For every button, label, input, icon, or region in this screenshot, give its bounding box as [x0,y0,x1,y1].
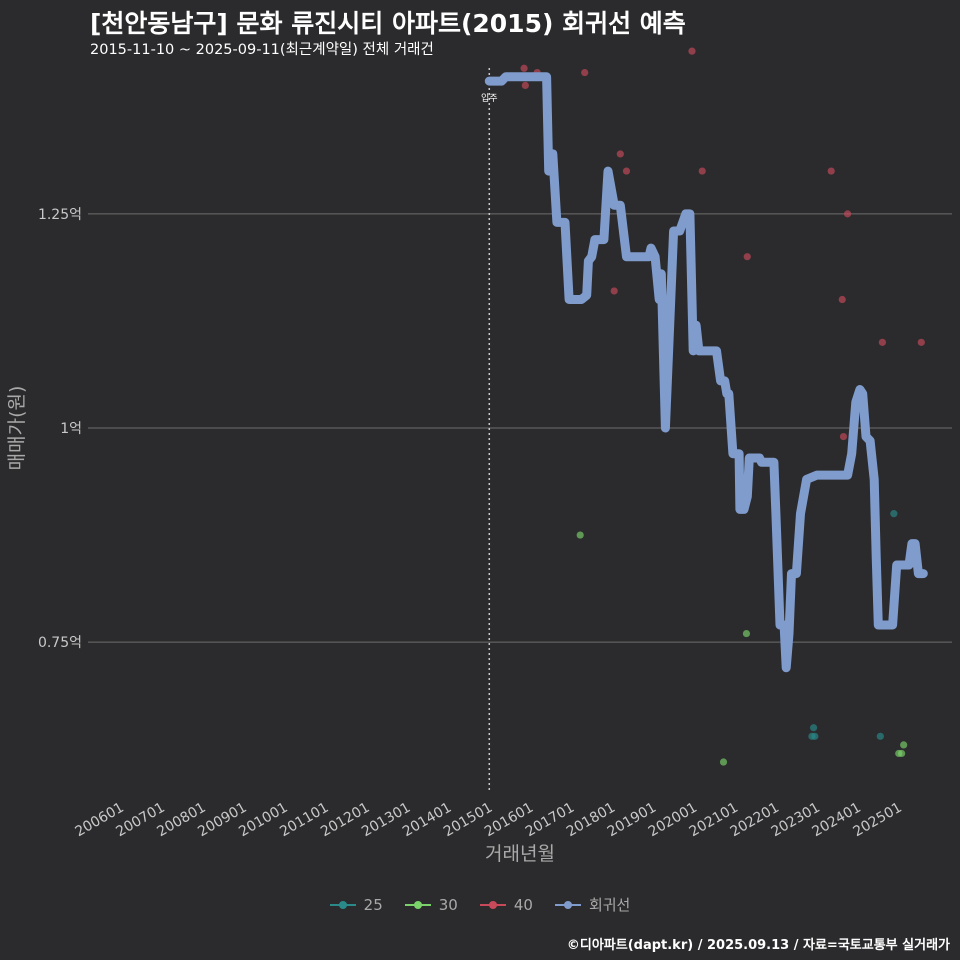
scatter-point-30 [898,749,906,758]
scatter-point-40 [917,338,925,346]
legend-item-regression: 회귀선 [554,894,631,915]
y-tick-label: 0.75억 [38,635,82,651]
y-tick-label: 1.25억 [38,207,82,223]
scatter-point-40 [688,47,696,55]
scatter-point-25 [876,732,884,740]
regression-line [484,72,928,673]
grid-lines [88,213,952,643]
scatter-point-30 [900,741,908,749]
scatter-points [520,47,925,766]
legend-label-40: 40 [513,895,533,914]
legend: 25 30 40 회귀선 [0,894,960,915]
scatter-point-40 [839,432,848,441]
scatter-point-40 [610,287,618,295]
scatter-point-25 [890,510,898,518]
scatter-point-30 [742,629,751,638]
scatter-point-40 [743,253,751,261]
y-tick-labels: 0.75억 1억 1.25억 [38,207,82,651]
legend-item-30: 30 [404,894,458,915]
x-axis-label: 거래년월 [485,843,555,865]
move-in-label: 입주 [481,92,498,104]
scatter-point-40 [616,150,624,158]
scatter-point-30 [719,758,728,766]
legend-key-30 [404,898,431,912]
scatter-point-40 [520,64,528,72]
legend-label-regression: 회귀선 [588,896,631,914]
scatter-point-40 [878,338,886,346]
scatter-point-40 [827,167,835,175]
scatter-point-40 [698,167,706,175]
scatter-point-30 [576,531,584,539]
legend-item-25: 25 [329,894,383,915]
chart-subtitle: 2015-11-10 ~ 2025-09-11(최근계약일) 전체 거래건 [90,42,434,58]
scatter-point-25 [811,732,819,740]
y-tick-label: 1억 [60,421,82,437]
scatter-point-25 [809,724,818,732]
scatter-point-40 [521,81,529,90]
legend-label-25: 25 [363,895,383,914]
legend-item-40: 40 [479,894,533,915]
scatter-point-40 [838,295,846,304]
scatter-point-40 [581,68,589,77]
y-axis-label: 매매가(원) [6,386,28,471]
chart-title: [천안동남구] 문화 류진시티 아파트(2015) 회귀선 예측 [90,9,686,38]
move-in-marker: 입주 [481,68,498,792]
scatter-point-40 [622,167,631,175]
source-footer: ©디아파트(dapt.kr) / 2025.09.13 / 자료=국토교통부 실… [566,938,950,953]
scatter-point-40 [843,210,852,218]
legend-label-30: 30 [438,895,458,914]
legend-key-regression [554,898,581,912]
regression-layer [484,72,928,673]
legend-key-25 [329,898,356,912]
legend-key-40 [479,898,506,912]
x-tick-labels: 2006012007012008012009012010012011012012… [72,800,904,841]
